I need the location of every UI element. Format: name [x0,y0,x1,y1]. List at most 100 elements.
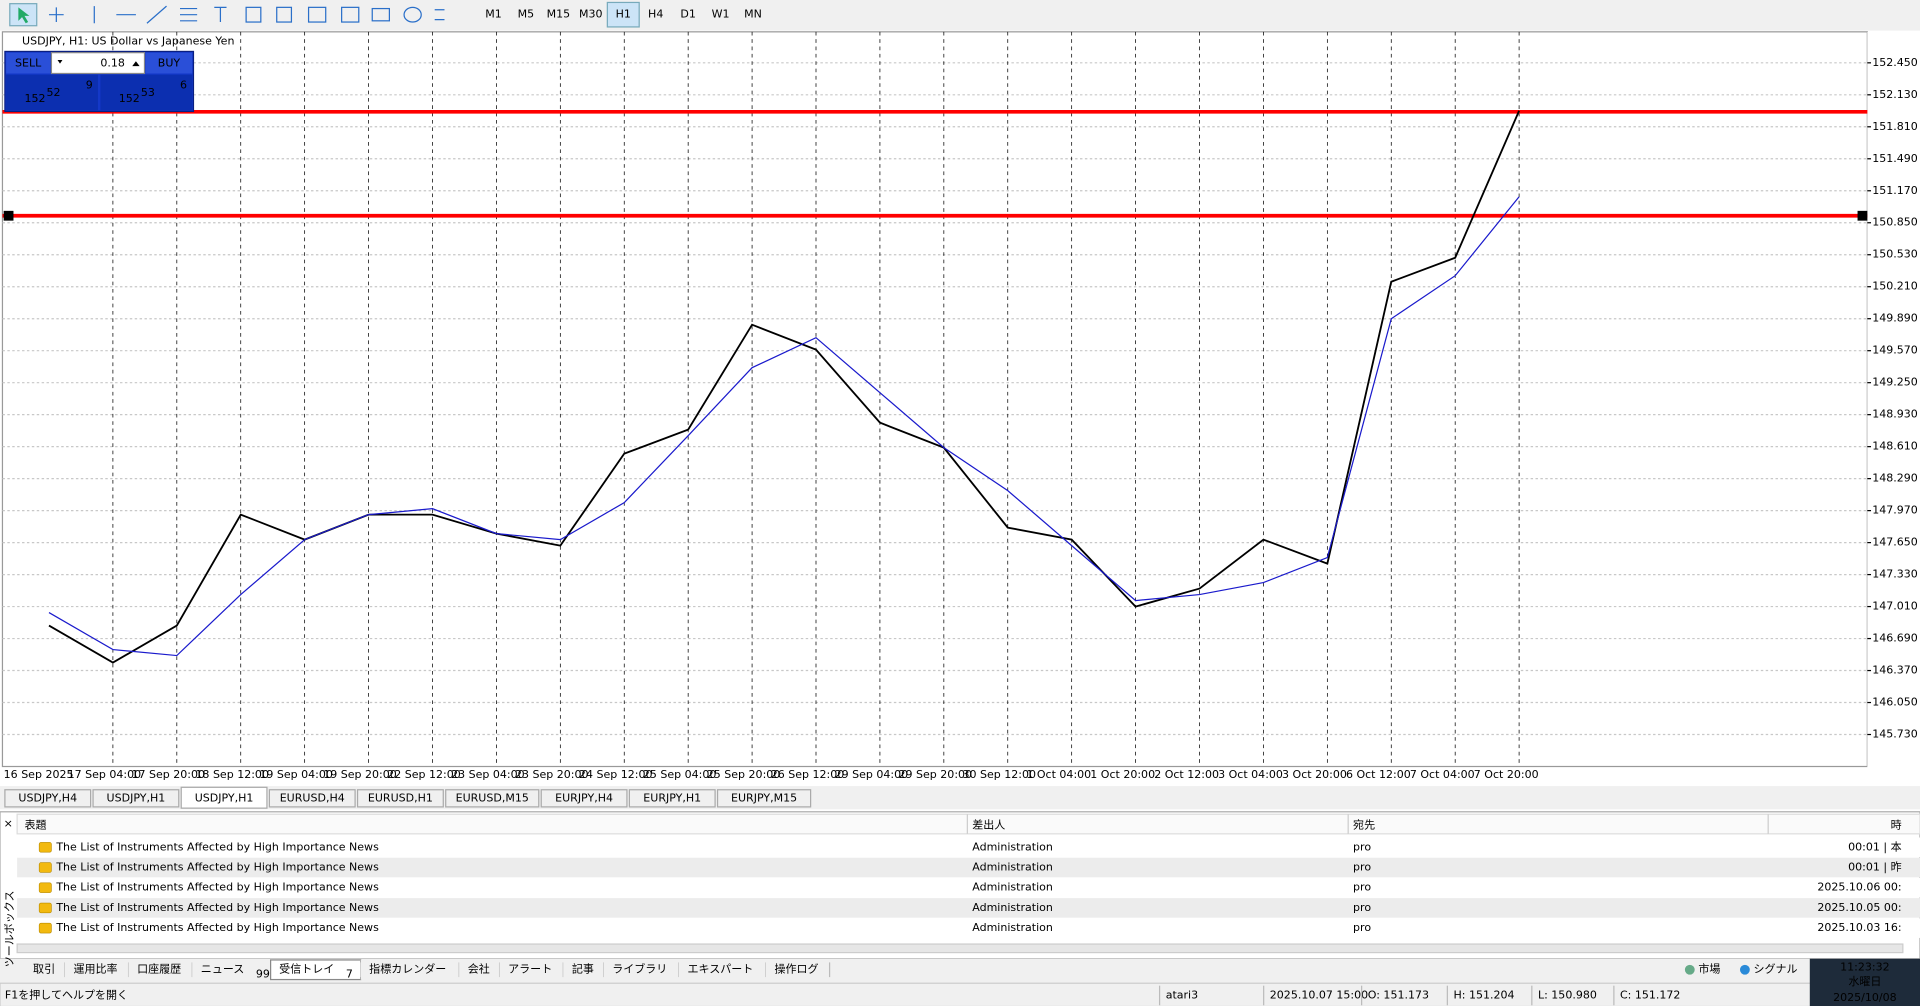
timeframe-button[interactable]: MN [744,8,762,21]
column-header[interactable]: 時 [1891,818,1902,831]
message-row[interactable] [17,898,1920,918]
timeframe-button[interactable]: M30 [579,8,603,21]
x-tick-label: 3 Oct 04:00 [1218,768,1283,781]
channel-tool[interactable] [180,7,198,22]
chart-tab[interactable] [716,789,812,808]
toolbox-tab-label[interactable]: 口座履歴 [137,962,181,976]
timeframe-button[interactable]: M1 [485,8,502,21]
toolbox-tab-label[interactable]: 指標カレンダー [369,962,446,976]
crosshair-tool[interactable] [48,7,64,23]
message-row[interactable] [17,837,1920,858]
chart-tab[interactable] [4,789,92,808]
toolbar [0,0,1920,31]
toolbox-tab-label[interactable]: エキスパート [688,963,754,976]
timeframe-button[interactable]: H1 [616,8,631,21]
chart-tab-label[interactable]: USDJPY,H4 [18,791,77,804]
toolbox-close[interactable]: × [4,817,13,830]
y-tick-label: 149.250 [1872,376,1918,389]
y-tick-label: 146.370 [1872,664,1918,677]
timeframe-button[interactable]: M15 [547,8,571,21]
message-row[interactable] [17,918,1920,938]
chart-tab-label[interactable]: EURJPY,H4 [555,791,613,804]
toolbox-tab[interactable] [360,959,460,980]
y-tick-label: 151.170 [1872,184,1918,197]
volume-dropdown[interactable] [57,59,63,64]
chart-tab-active[interactable] [180,786,268,809]
timeframe-button[interactable]: M5 [518,8,535,21]
toolbox-tab-label[interactable]: 記事 [572,962,594,976]
chart-tab[interactable] [445,789,540,808]
ok-tool[interactable] [371,7,390,22]
toolbox-tab-label[interactable]: 取引 [33,962,55,976]
trendline-tool[interactable] [146,5,167,24]
buy-label[interactable]: BUY [158,57,181,70]
right-tab-icon[interactable] [1740,964,1750,975]
y-tick-label: 147.650 [1872,536,1918,549]
ask-panel[interactable] [100,74,193,111]
toolbox-tab[interactable] [765,959,830,980]
shapes-tool[interactable] [434,9,445,21]
toolbox-tab[interactable] [499,959,564,980]
message-cell: The List of Instruments Affected by High… [55,921,379,934]
right-tab-label[interactable]: シグナル [1753,962,1797,976]
window-tool[interactable] [307,6,327,23]
message-cell: The List of Instruments Affected by High… [55,881,379,894]
status-close: C: 151.172 [1620,988,1680,1001]
y-tick-label: 146.050 [1872,696,1918,709]
text-tool[interactable] [214,6,227,23]
toolbox-tab[interactable] [128,959,193,980]
chart-tab-label[interactable]: EURUSD,H1 [368,791,433,804]
toolbox-tab-label[interactable]: ニュース [201,963,245,976]
label-tool[interactable] [276,6,293,23]
timeframe-button[interactable]: W1 [712,8,730,21]
object-tool[interactable] [403,6,422,23]
chart-tab-label[interactable]: EURUSD,M15 [456,791,529,804]
toolbox-tab-label[interactable]: 受信トレイ [279,963,334,976]
h-scrollbar[interactable] [16,943,1904,954]
column-header[interactable]: 宛先 [1353,817,1375,831]
toolbox-tab-label[interactable]: アラート [508,963,552,976]
buy-button[interactable] [145,52,193,74]
chart-tab-label[interactable]: EURJPY,M15 [731,791,797,804]
chart-tab[interactable] [628,789,716,808]
toolbox-tab-label[interactable]: 会社 [468,962,490,976]
toolbox-tab-label[interactable]: ライブラリ [612,962,667,976]
toolbox-tab[interactable] [192,959,271,980]
toolbox-tab[interactable] [459,959,500,980]
status-profile: atari3 [1166,988,1198,1001]
toolbox-tab[interactable] [603,959,679,980]
message-row[interactable] [17,877,1920,898]
timeframe-button[interactable]: D1 [680,8,696,21]
column-header[interactable]: 表題 [24,817,46,831]
chart-tab-label[interactable]: EURJPY,H1 [643,791,701,804]
toolbox-tab[interactable] [64,959,129,980]
toolbox-tab[interactable] [24,959,65,980]
toolbox-tab[interactable] [678,959,766,980]
right-tab-icon[interactable] [1684,964,1695,975]
sell-button[interactable] [6,52,51,74]
volume-spin[interactable] [132,61,140,67]
sell-label[interactable]: SELL [15,57,42,70]
y-tick-label: 147.010 [1872,600,1918,613]
toolbox-tab[interactable] [563,959,604,980]
toolbox-tab-label[interactable]: 運用比率 [73,962,117,976]
chart-tab-label[interactable]: USDJPY,H1 [195,791,254,804]
right-tab-label[interactable]: 市場 [1698,962,1720,976]
column-header[interactable]: 差出人 [972,817,1005,831]
toolbox-tab-label[interactable]: 操作ログ [774,962,818,976]
chart-tab[interactable] [268,789,356,808]
chart-tab-label[interactable]: EURUSD,H4 [280,791,345,804]
bid-mid: 52 [47,86,61,99]
chart-tab[interactable] [92,789,180,808]
timeframe-active [606,1,640,28]
x-tick-label: 23 Sep 04:00 [451,768,525,781]
timeframe-button[interactable]: H4 [648,8,663,21]
status-bar [0,982,1920,1006]
chart-tab[interactable] [540,789,628,808]
indicator-tool[interactable] [341,6,360,23]
chart-tab-label[interactable]: USDJPY,H1 [107,791,166,804]
message-row[interactable] [17,857,1920,878]
bid-panel[interactable] [6,74,98,111]
chart-tab[interactable] [356,789,444,808]
rect-tool[interactable] [245,6,262,23]
